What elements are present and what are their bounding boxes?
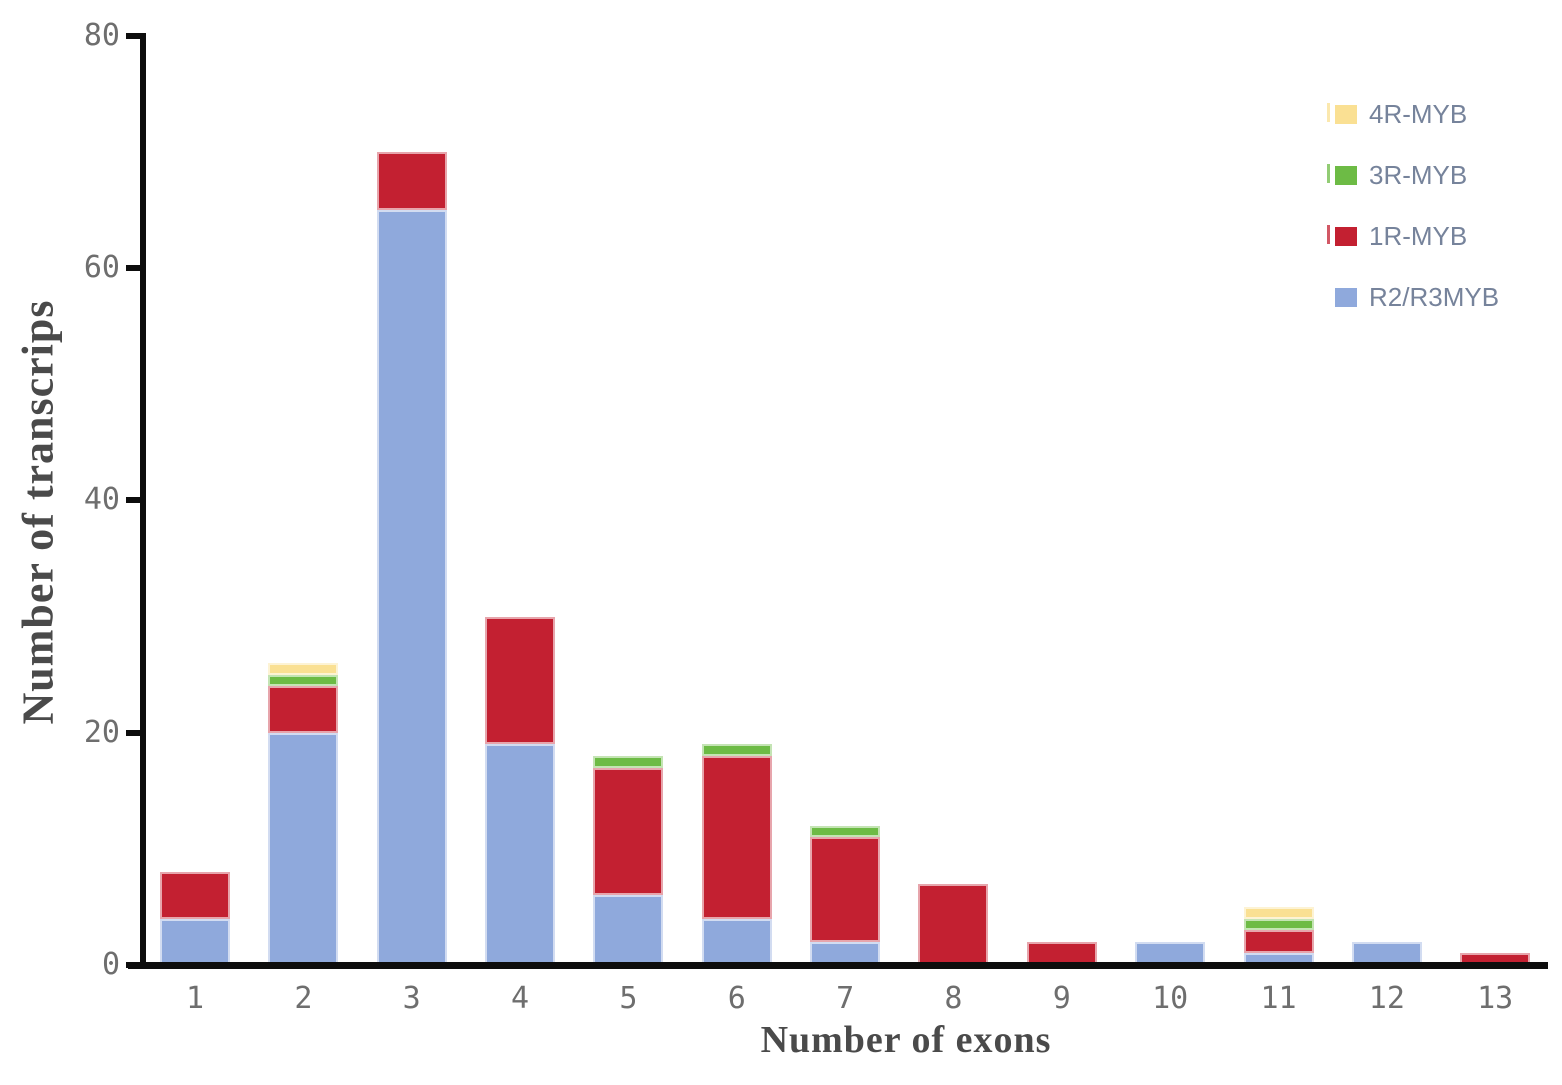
x-tick-label: 13 — [1477, 981, 1514, 1016]
legend-label: 4R-MYB — [1369, 99, 1468, 129]
y-tick-mark — [126, 265, 140, 272]
x-tick-label: 12 — [1368, 981, 1405, 1016]
legend-swatch-icon — [1335, 226, 1357, 246]
y-tick-mark — [126, 32, 140, 39]
y-tick-label: 80 — [83, 17, 120, 53]
bar-segment-1R-MYB-exon-6 — [701, 755, 772, 919]
bar-segment-4R-MYB-exon-2 — [268, 662, 339, 675]
bar-segment-4R-MYB-exon-11 — [1243, 906, 1314, 919]
bar-segment-R2/R3MYB-exon-4 — [485, 744, 556, 965]
y-tick-mark — [126, 729, 140, 736]
x-tick-label: 5 — [619, 981, 638, 1016]
bar-segment-3R-MYB-exon-6 — [701, 744, 772, 756]
legend-label: 1R-MYB — [1369, 221, 1468, 251]
x-tick-label: 9 — [1052, 981, 1071, 1016]
x-tick-label: 10 — [1152, 981, 1189, 1016]
legend-item-1R-MYB: 1R-MYB — [1327, 221, 1499, 251]
y-axis-line — [140, 33, 146, 969]
x-tick-label: 1 — [185, 981, 205, 1016]
bar-segment-R2/R3MYB-exon-3 — [376, 209, 447, 965]
y-tick-label: 20 — [83, 714, 120, 750]
legend-swatch-icon — [1335, 104, 1357, 124]
bar-segment-R2/R3MYB-exon-1 — [160, 918, 230, 965]
legend: 4R-MYB 3R-MYB 1R-MYB R2/R3MYB — [1327, 99, 1500, 346]
legend-label: R2/R3MYB — [1369, 282, 1500, 312]
bar-segment-1R-MYB-exon-1 — [160, 872, 230, 919]
bar-segment-3R-MYB-exon-5 — [593, 755, 664, 768]
bar-segment-1R-MYB-exon-7 — [810, 837, 881, 942]
bar-segment-1R-MYB-exon-5 — [593, 767, 664, 896]
bar-segment-1R-MYB-exon-4 — [485, 616, 556, 745]
y-tick-label: 0 — [101, 947, 120, 982]
bar-segment-1R-MYB-exon-3 — [376, 151, 447, 210]
legend-pre-tick — [1327, 225, 1330, 244]
bar-segment-1R-MYB-exon-11 — [1243, 930, 1314, 954]
bar-segment-3R-MYB-exon-2 — [268, 674, 339, 687]
legend-item-4R-MYB: 4R-MYB — [1327, 99, 1499, 129]
bar-segment-1R-MYB-exon-8 — [918, 883, 989, 965]
legend-swatch-icon — [1335, 165, 1357, 185]
y-tick-mark — [126, 497, 140, 504]
x-axis-title: Number of exons — [760, 1019, 1052, 1061]
bar-segment-R2/R3MYB-exon-2 — [268, 732, 339, 965]
x-tick-label: 4 — [511, 981, 530, 1016]
x-tick-label: 8 — [944, 981, 963, 1016]
legend-pre-tick — [1327, 164, 1330, 183]
legend-pre-tick — [1327, 103, 1330, 122]
legend-swatch-icon — [1335, 287, 1357, 307]
legend-item-R2/R3MYB: R2/R3MYB — [1335, 282, 1500, 312]
y-tick-label: 40 — [83, 482, 120, 518]
x-tick-label: 7 — [836, 981, 855, 1016]
x-tick-label: 6 — [727, 981, 746, 1016]
bar-segment-3R-MYB-exon-11 — [1243, 918, 1314, 931]
x-tick-label: 11 — [1260, 981, 1297, 1016]
legend-item-3R-MYB: 3R-MYB — [1327, 160, 1499, 190]
bar-segment-R2/R3MYB-exon-5 — [593, 895, 664, 965]
y-tick-label: 60 — [83, 250, 120, 286]
legend-label: 3R-MYB — [1369, 160, 1468, 190]
x-axis-line — [128, 962, 1548, 969]
bar-segment-1R-MYB-exon-2 — [268, 686, 339, 733]
bar-segment-3R-MYB-exon-7 — [810, 825, 881, 838]
bar-segment-R2/R3MYB-exon-6 — [701, 918, 772, 965]
x-tick-label: 3 — [402, 981, 421, 1016]
x-tick-label: 2 — [294, 981, 313, 1016]
